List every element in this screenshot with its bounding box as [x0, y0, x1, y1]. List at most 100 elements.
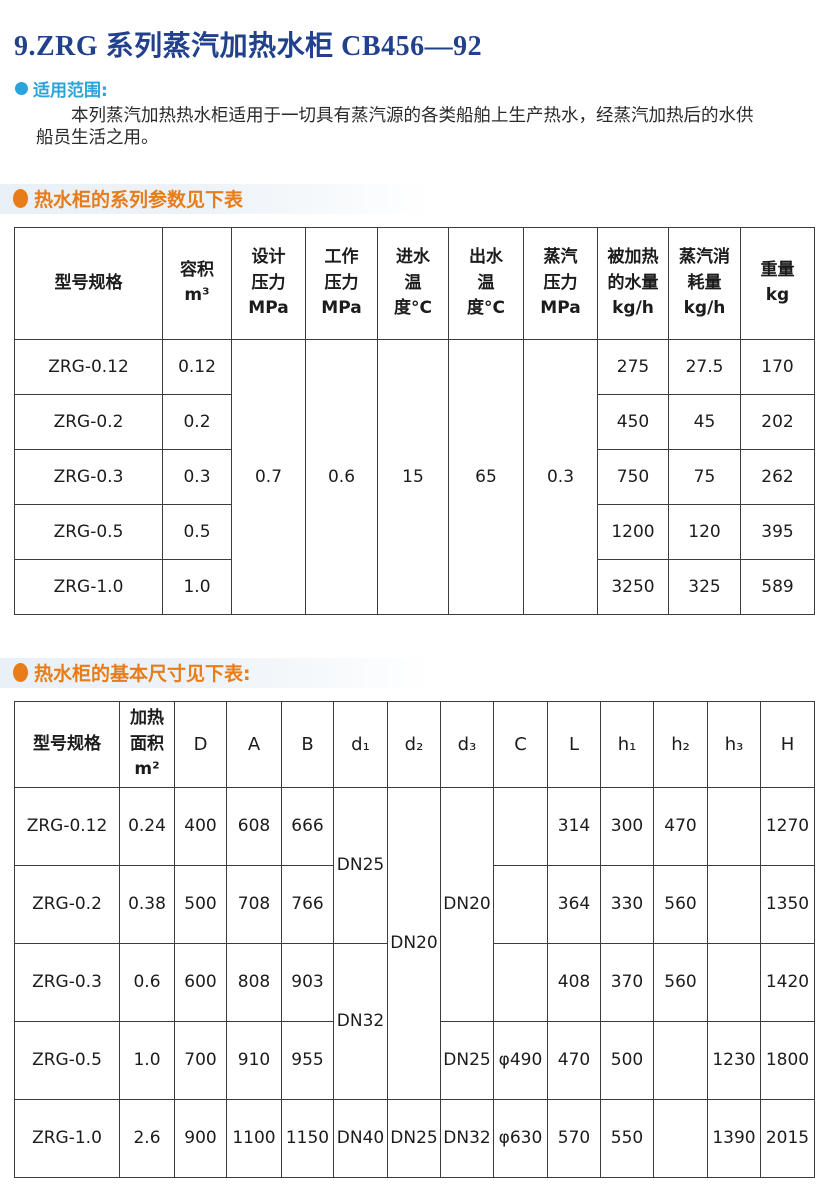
cell-B: 1150 — [281, 1098, 334, 1178]
dimensions-header-row: 型号规格 加热 面积 m² D A B d₁ d₂ d₃ C L h₁ h₂ h… — [14, 700, 815, 788]
cell-h3: 1390 — [707, 1098, 761, 1178]
cell-volume: 0.2 — [162, 393, 232, 450]
cell-L: 408 — [547, 942, 601, 1022]
column-header-h3: h₃ — [707, 700, 761, 788]
column-header-h2: h₂ — [653, 700, 708, 788]
column-header-weight: 重量 kg — [740, 226, 815, 340]
cell-area: 0.24 — [119, 786, 175, 866]
table-row: ZRG-0.3 0.3 750 75 262 — [14, 448, 815, 505]
section-header-series-params: 热水柜的系列参数见下表 — [0, 183, 830, 214]
cell-model: ZRG-0.5 — [14, 503, 163, 560]
column-header-C: C — [493, 700, 548, 788]
scope-section-header: 适用范围: — [15, 76, 830, 101]
cell-C — [493, 942, 548, 1022]
cell-H: 1270 — [760, 786, 815, 866]
table-row: ZRG-1.0 2.6 900 1100 1150 DN40 DN25 DN32… — [14, 1098, 815, 1178]
cell-B: 955 — [281, 1020, 334, 1100]
cell-h1: 330 — [600, 864, 654, 944]
section-header-basic-dimensions: 热水柜的基本尺寸见下表: — [0, 657, 830, 688]
column-header-steam-pressure: 蒸汽 压力 MPa — [523, 226, 598, 340]
column-header-outlet-temp: 出水 温 度°C — [448, 226, 524, 340]
cell-model: ZRG-0.5 — [14, 1020, 120, 1100]
cell-model: ZRG-0.2 — [14, 393, 163, 450]
cell-L: 314 — [547, 786, 601, 866]
column-header-H: H — [760, 700, 815, 788]
cell-d2-merged: DN20 — [387, 786, 441, 1100]
column-header-L: L — [547, 700, 601, 788]
column-header-steam-consumption: 蒸汽消 耗量 kg/h — [668, 226, 741, 340]
cell-A: 808 — [226, 942, 282, 1022]
cell-h2: 560 — [653, 942, 708, 1022]
cell-d1: DN40 — [333, 1098, 388, 1178]
scope-label: 适用范围: — [33, 81, 108, 101]
cell-steam-pressure-shared: 0.3 — [523, 338, 598, 615]
cell-heated-water: 450 — [597, 393, 669, 450]
params-table: 型号规格 容积 m³ 设计 压力 MPa 工作 压力 MPa 进水 温 度°C … — [14, 226, 815, 615]
cell-H: 1350 — [760, 864, 815, 944]
cell-L: 470 — [547, 1020, 601, 1100]
table-row: ZRG-0.12 0.12 0.7 0.6 15 65 0.3 275 27.5… — [14, 338, 815, 615]
cell-outlet-temp-shared: 65 — [448, 338, 524, 615]
blue-bullet-icon — [15, 82, 28, 95]
cell-L: 570 — [547, 1098, 601, 1178]
column-header-h1: h₁ — [600, 700, 654, 788]
cell-B: 666 — [281, 786, 334, 866]
page-title: 9.ZRG 系列蒸汽加热水柜 CB456—92 — [14, 31, 483, 62]
cell-C — [493, 864, 548, 944]
table-row: ZRG-0.2 0.2 450 45 202 — [14, 393, 815, 450]
dimensions-table: 型号规格 加热 面积 m² D A B d₁ d₂ d₃ C L h₁ h₂ h… — [14, 700, 815, 1178]
cell-D: 400 — [174, 786, 227, 866]
cell-h3: 1230 — [707, 1020, 761, 1100]
column-header-volume: 容积 m³ — [162, 226, 232, 340]
cell-d1-merged: DN25 — [333, 786, 388, 944]
cell-steam-consumption: 45 — [668, 393, 741, 450]
column-header-d2: d₂ — [387, 700, 441, 788]
cell-h2 — [653, 1098, 708, 1178]
cell-steam-consumption: 27.5 — [668, 338, 741, 395]
cell-volume: 0.5 — [162, 503, 232, 560]
cell-model: ZRG-1.0 — [14, 558, 163, 615]
cell-steam-consumption: 75 — [668, 448, 741, 505]
cell-D: 500 — [174, 864, 227, 944]
cell-h2: 560 — [653, 864, 708, 944]
column-header-d3: d₃ — [440, 700, 494, 788]
cell-weight: 395 — [740, 503, 815, 560]
scope-paragraph: 本列蒸汽加热热水柜适用于一切具有蒸汽源的各类船舶上生产热水，经蒸汽加热后的水供 … — [36, 106, 754, 148]
cell-volume: 0.3 — [162, 448, 232, 505]
column-header-d1: d₁ — [333, 700, 388, 788]
cell-d2: DN25 — [387, 1098, 441, 1178]
cell-C: φ490 — [493, 1020, 548, 1100]
cell-model: ZRG-0.2 — [14, 864, 120, 944]
cell-steam-consumption: 325 — [668, 558, 741, 615]
column-header-heating-area: 加热 面积 m² — [119, 700, 175, 788]
cell-area: 0.38 — [119, 864, 175, 944]
cell-B: 903 — [281, 942, 334, 1022]
column-header-working-pressure: 工作 压力 MPa — [305, 226, 378, 340]
column-header-inlet-temp: 进水 温 度°C — [377, 226, 449, 340]
cell-area: 2.6 — [119, 1098, 175, 1178]
cell-h3 — [707, 864, 761, 944]
cell-model: ZRG-0.12 — [14, 338, 163, 395]
cell-h1: 500 — [600, 1020, 654, 1100]
column-header-D: D — [174, 700, 227, 788]
column-header-model: 型号规格 — [14, 226, 163, 340]
cell-heated-water: 1200 — [597, 503, 669, 560]
cell-heated-water: 750 — [597, 448, 669, 505]
params-header-row: 型号规格 容积 m³ 设计 压力 MPa 工作 压力 MPa 进水 温 度°C … — [14, 226, 815, 340]
cell-h3 — [707, 942, 761, 1022]
cell-h1: 550 — [600, 1098, 654, 1178]
cell-d3: DN32 — [440, 1098, 494, 1178]
table-row: ZRG-0.5 0.5 1200 120 395 — [14, 503, 815, 560]
cell-volume: 0.12 — [162, 338, 232, 395]
table-row: ZRG-0.3 0.6 600 808 903 DN32 408 370 560… — [14, 942, 815, 1100]
orange-bullet-icon — [13, 663, 28, 683]
cell-heated-water: 275 — [597, 338, 669, 395]
cell-D: 700 — [174, 1020, 227, 1100]
cell-area: 0.6 — [119, 942, 175, 1022]
column-header-A: A — [226, 700, 282, 788]
table-row: ZRG-0.2 0.38 500 708 766 364 330 560 135… — [14, 864, 815, 944]
section-title-basic-dimensions: 热水柜的基本尺寸见下表: — [34, 663, 251, 686]
cell-inlet-temp-shared: 15 — [377, 338, 449, 615]
table-row: ZRG-0.12 0.24 400 608 666 DN25 DN20 DN20… — [14, 786, 815, 1100]
cell-weight: 170 — [740, 338, 815, 395]
